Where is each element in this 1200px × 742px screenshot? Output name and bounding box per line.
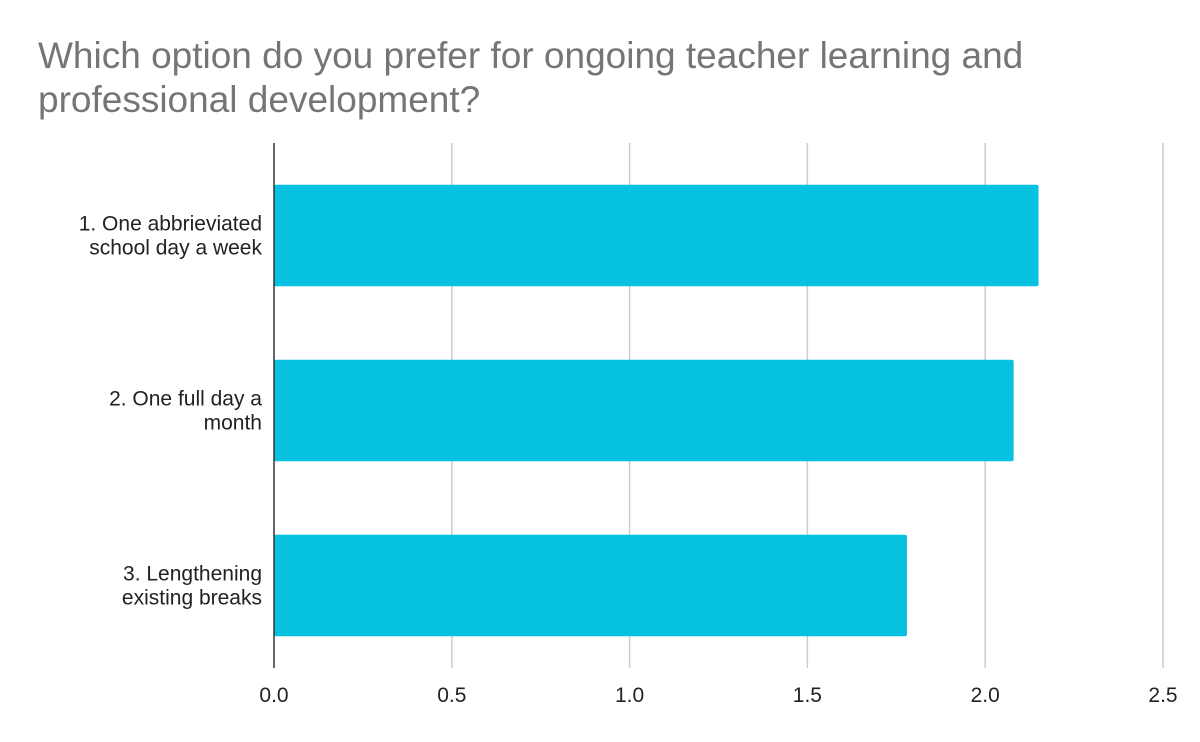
category-label: 1. One abbrieviated — [79, 213, 262, 236]
category-label: 3. Lengthening — [123, 563, 262, 586]
bar — [274, 534, 907, 637]
category-label: month — [204, 412, 262, 435]
bar — [274, 359, 1014, 462]
x-tick-label: 2.5 — [1148, 684, 1177, 707]
bars — [274, 184, 1039, 637]
chart-title: Which option do you prefer for ongoing t… — [38, 35, 1024, 120]
x-tick-label: 1.5 — [793, 684, 822, 707]
category-label: 2. One full day a — [109, 388, 262, 411]
x-tick-label: 0.0 — [259, 684, 288, 707]
category-label: existing breaks — [122, 587, 262, 610]
x-tick-label: 1.0 — [615, 684, 644, 707]
x-tick-label: 0.5 — [437, 684, 466, 707]
x-tick-labels: 0.0 0.5 1.0 1.5 2.0 2.5 — [259, 684, 1177, 707]
bar — [274, 184, 1039, 287]
x-tick-label: 2.0 — [971, 684, 1000, 707]
category-label: school day a week — [89, 237, 262, 260]
